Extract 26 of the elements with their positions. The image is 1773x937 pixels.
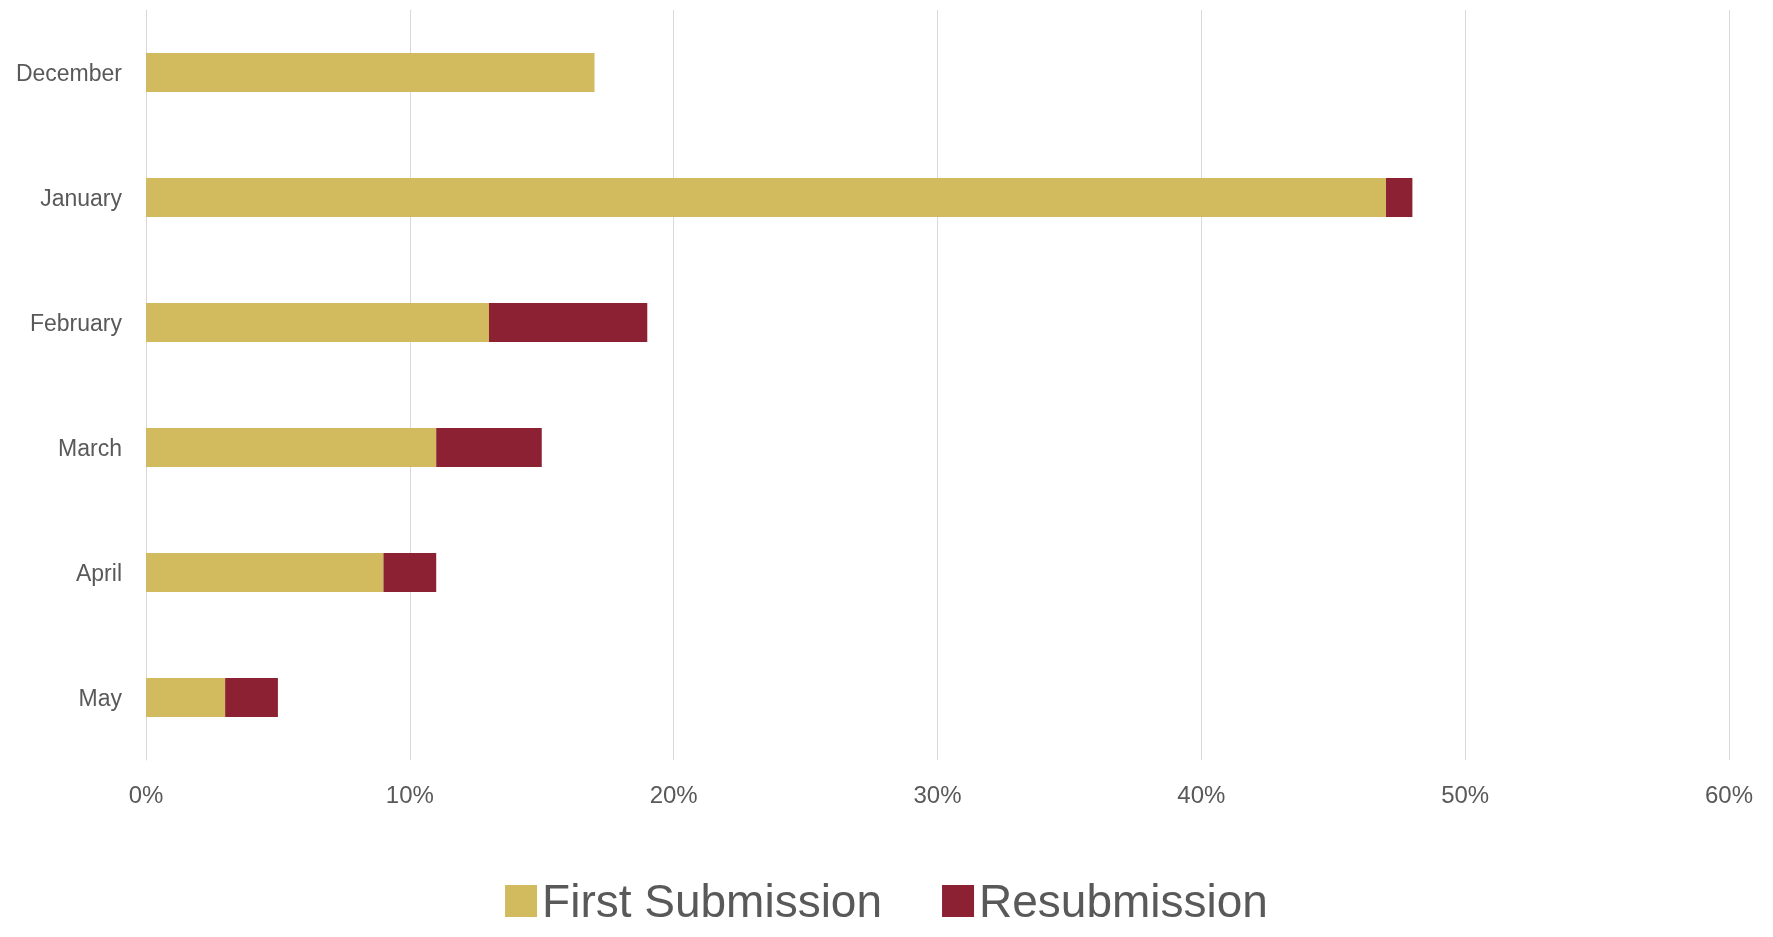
bar [146,678,226,717]
y-tick-label: April [75,559,122,586]
bar [225,678,278,717]
y-tick-label: February [29,309,123,336]
bar [146,303,489,342]
x-tick-label: 0% [128,780,164,808]
y-tick-label: December [15,59,123,86]
bar [146,53,595,92]
x-tick-label: 60% [1704,780,1754,808]
y-tick-label: May [78,684,123,711]
bar [146,178,1387,217]
y-tick-label: March [58,434,122,461]
x-tick-label: 20% [649,780,698,808]
x-tick-label: 50% [1441,780,1490,808]
x-tick-label: 10% [385,780,434,808]
x-tick-label: 30% [913,780,962,808]
bar [436,428,542,467]
legend-label: Resubmission [979,875,1268,927]
bar [146,553,384,592]
legend-label: First Submission [542,875,883,927]
bar [383,553,437,592]
y-tick-label: January [40,184,123,211]
bar [146,428,437,467]
bar [488,303,648,342]
bar [1386,178,1413,217]
x-tick-label: 40% [1177,780,1226,808]
